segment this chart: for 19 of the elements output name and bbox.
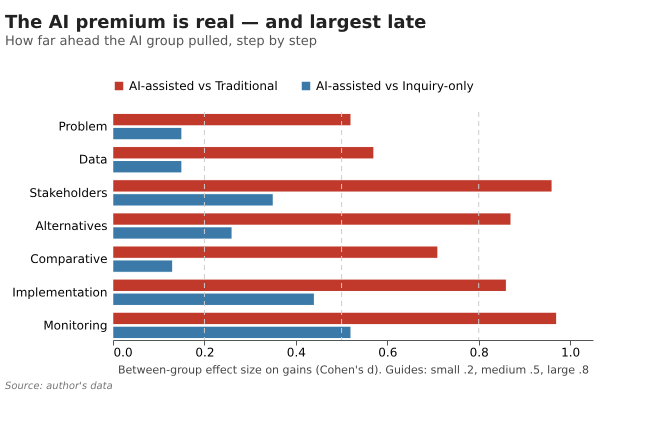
y-tick-label: Implementation xyxy=(12,285,108,300)
source-note: Source: author's data xyxy=(5,381,113,392)
x-tick-label: 1.0 xyxy=(561,346,580,360)
x-tick-label: 0.8 xyxy=(470,346,489,360)
legend-label: AI-assisted vs Traditional xyxy=(129,79,278,93)
y-tick-label: Monitoring xyxy=(43,318,108,332)
legend-label: AI-assisted vs Inquiry-only xyxy=(316,79,474,93)
y-tick-label: Data xyxy=(78,152,108,167)
x-tick-label: 0.4 xyxy=(286,346,306,360)
x-tick-label: 0.2 xyxy=(195,346,214,360)
y-tick-label: Stakeholders xyxy=(29,186,108,200)
x-tick-label: 0.0 xyxy=(114,346,133,360)
chart-subtitle: How far ahead the AI group pulled, step by step xyxy=(5,34,317,49)
x-axis-title: Between-group effect size on gains (Cohen's d). Guides: small .2, medium .5, large .8 xyxy=(118,364,590,376)
y-tick-label: Alternatives xyxy=(35,219,108,233)
y-tick-label: Comparative xyxy=(30,252,108,266)
x-tick-label: 0.6 xyxy=(378,346,398,360)
chart-title: The AI premium is real — and largest late xyxy=(5,12,426,33)
y-tick-label: Problem xyxy=(58,120,108,134)
